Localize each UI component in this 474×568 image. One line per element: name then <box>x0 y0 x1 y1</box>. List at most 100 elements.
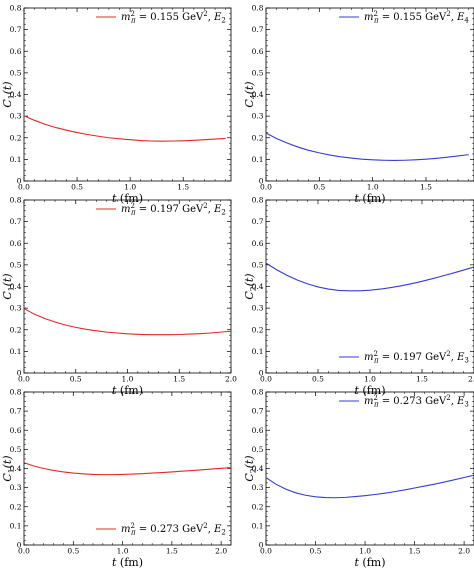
x-axis-label-unit: (fm) <box>359 556 386 568</box>
plot-frame <box>23 199 232 374</box>
legend-mass-value: = 0.273 GeV <box>136 524 204 535</box>
legend-mass-symbol: m <box>364 12 373 23</box>
legend-energy-subscript: 2 <box>221 529 225 537</box>
y-tick-label: 0.6 <box>252 47 264 56</box>
legend-unit-superscript: 2 <box>446 394 450 402</box>
y-tick-label: 0.4 <box>10 464 22 473</box>
series-line <box>23 115 226 142</box>
series-line <box>23 462 232 476</box>
legend-unit-superscript: 2 <box>446 10 450 18</box>
legend-mass-superscript: 2 <box>130 522 134 530</box>
x-tick-label: 1.5 <box>177 183 189 192</box>
y-tick-label: 0.5 <box>10 68 22 77</box>
y-axis-label: C2(t) <box>243 455 258 481</box>
legend-mass-superscript: 2 <box>373 10 377 18</box>
y-axis-label-subscript: 2 <box>249 286 258 291</box>
y-tick-label: 0.1 <box>252 521 264 530</box>
y-axis-label-subscript: 1 <box>7 468 16 473</box>
y-tick-label: 0.1 <box>10 155 22 164</box>
plot-frame <box>23 391 232 546</box>
legend-mass-subscript: π <box>130 529 136 537</box>
y-tick-label: 0.3 <box>10 483 22 492</box>
legend-energy-label: E <box>213 12 222 23</box>
legend-mass-symbol: m <box>364 396 373 407</box>
x-tick-label: 1.0 <box>364 375 376 384</box>
y-axis-label-subscript: 1 <box>7 286 16 291</box>
x-tick-label: 1.0 <box>367 183 379 192</box>
x-tick-label: 1.5 <box>416 375 428 384</box>
y-tick-label: 0.2 <box>10 133 22 142</box>
y-tick-label: 0.1 <box>252 155 264 164</box>
x-axis-label-unit: (fm) <box>359 384 386 397</box>
legend-unit-superscript: 2 <box>203 202 207 210</box>
y-tick-label: 0.6 <box>252 239 264 248</box>
x-tick-label: 2.0 <box>215 547 227 556</box>
x-tick-label: 2.0 <box>458 547 470 556</box>
chart-panel-2: 0 0.1 0.2 0.3 0.4 0.5 0.6 0.7 0.8 0.0 0.5 1.0 1.5 t (… <box>243 4 474 205</box>
x-tick-label: 0.5 <box>70 375 82 384</box>
y-tick-label: 0.3 <box>10 112 22 121</box>
legend-label: m2 π = 0.273 GeV2, E2 <box>121 522 226 537</box>
series-line <box>265 262 474 292</box>
x-tick-label: 1.5 <box>173 375 185 384</box>
x-tick-label: 0.5 <box>312 375 324 384</box>
plot-frame <box>265 199 474 374</box>
y-axis-label: C1(t) <box>1 273 16 299</box>
y-axis-label-letter: C <box>1 99 14 108</box>
y-tick-label: 0.5 <box>252 445 264 454</box>
y-tick-label: 0.2 <box>252 325 264 334</box>
x-axis-label-unit: (fm) <box>116 192 143 205</box>
legend-mass-subscript: π <box>373 17 379 25</box>
x-axis-label-variable: t <box>112 192 117 205</box>
y-axis-label-argument: (t) <box>243 81 256 94</box>
y-tick-label: 0.4 <box>252 464 264 473</box>
plot-frame <box>265 7 474 182</box>
legend-separator: , <box>208 524 214 535</box>
y-tick-label: 0 <box>259 369 264 378</box>
y-tick-label: 0.1 <box>10 347 22 356</box>
y-tick-label: 0.5 <box>252 68 264 77</box>
chart-panel-1: 0 0.1 0.2 0.3 0.4 0.5 0.6 0.7 0.8 0.0 0.5 1.0 1.5 t (… <box>1 4 232 205</box>
y-tick-label: 0.8 <box>10 196 22 205</box>
x-axis-label-variable: t <box>354 192 359 205</box>
y-tick-label: 0.5 <box>10 260 22 269</box>
legend-energy-label: E <box>456 396 465 407</box>
x-tick-label: 1.0 <box>122 375 134 384</box>
x-tick-label: 1.0 <box>124 183 136 192</box>
legend-mass-symbol: m <box>364 352 373 363</box>
legend-separator: , <box>451 396 457 407</box>
y-axis-label-letter: C <box>243 291 256 300</box>
y-tick-label: 0.3 <box>252 483 264 492</box>
series-line <box>265 474 474 499</box>
x-axis-label: t (fm) <box>354 556 385 568</box>
y-axis-label: C1(t) <box>1 81 16 107</box>
y-tick-label: 0.4 <box>252 90 264 99</box>
y-axis-label-subscript: 2 <box>249 468 258 473</box>
y-axis-label: C2(t) <box>243 273 258 299</box>
y-axis-label-argument: (t) <box>1 81 14 94</box>
y-tick-label: 0 <box>17 541 22 550</box>
y-axis-label-letter: C <box>1 473 14 482</box>
x-axis-label: t (fm) <box>112 192 143 205</box>
x-axis-label: t (fm) <box>112 556 143 568</box>
x-tick-label: 1.0 <box>359 547 371 556</box>
x-tick-label: 0.0 <box>260 375 272 384</box>
legend-mass-subscript: π <box>130 17 136 25</box>
plot-frame <box>23 7 232 182</box>
y-tick-label: 0.6 <box>10 426 22 435</box>
chart-panel-4: 0 0.1 0.2 0.3 0.4 0.5 0.6 0.7 0.8 0.0 0.5 1.0 1.5 2.0… <box>243 196 474 397</box>
legend-energy-subscript: 2 <box>221 209 225 217</box>
y-tick-label: 0 <box>259 541 264 550</box>
y-axis-label-letter: C <box>243 473 256 482</box>
legend-mass-symbol: m <box>121 204 130 215</box>
y-tick-label: 0.8 <box>252 4 264 13</box>
legend-mass-superscript: 2 <box>130 10 134 18</box>
x-tick-label: 2.0 <box>468 375 474 384</box>
legend-label: m2 π = 0.273 GeV2, E3 <box>364 394 469 409</box>
y-tick-label: 0.1 <box>252 347 264 356</box>
x-axis-label-variable: t <box>112 384 117 397</box>
y-tick-label: 0.3 <box>10 304 22 313</box>
legend-energy-subscript: 3 <box>464 401 468 409</box>
legend-mass-superscript: 2 <box>373 350 377 358</box>
